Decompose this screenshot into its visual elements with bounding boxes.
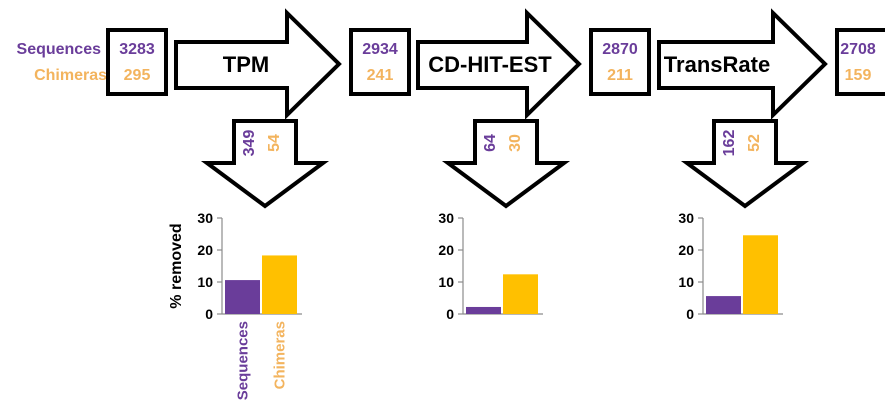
y-tick-label: 30 [678,210,694,226]
y-tick-label: 30 [197,210,213,226]
y-tick-label: 20 [438,242,454,258]
count-chimeras: 159 [845,67,872,84]
count-chimeras: 241 [367,67,394,84]
removed-sequences: 64 [482,134,499,152]
step-arrow-tpm: TPM [174,8,342,120]
removal-arrow-transrate: 162 52 [680,119,810,209]
count-sequences: 2708 [840,41,876,58]
bar-chart-1: 0 10 20 30 [438,210,543,322]
removed-chimeras: 54 [266,134,283,152]
count-sequences: 3283 [119,41,155,58]
removed-chimeras: 30 [507,134,524,152]
bar-chimeras [743,235,778,314]
removal-arrow-tpm: 349 54 [200,119,330,209]
legend-sequences-label: Sequences [17,41,102,58]
bar-chimeras [262,255,297,314]
removed-sequences: 162 [721,130,738,157]
bar-sequences [706,296,741,314]
count-box-1: 2934 241 [349,28,411,96]
step-arrow-transrate: TransRate [657,8,828,120]
step-label: CD-HIT-EST [428,52,552,77]
step-label: TransRate [664,52,770,77]
step-arrow-cd-hit-est: CD-HIT-EST [416,8,582,120]
removed-chimeras: 52 [746,134,763,152]
y-tick-label: 20 [678,242,694,258]
y-tick-label: 0 [446,306,454,322]
count-box-3: 2708 159 [835,28,885,96]
y-tick-label: 10 [678,274,694,290]
count-box-0: 3283 295 [106,28,168,96]
step-label: TPM [223,52,269,77]
y-tick-label: 10 [197,274,213,290]
count-chimeras: 211 [607,67,633,84]
count-chimeras: 295 [124,67,151,84]
y-tick-label: 0 [205,306,213,322]
bar-chart-0: 0 10 20 30 % removed Sequences Chimeras [168,210,302,400]
y-tick-label: 20 [197,242,213,258]
category-label-chimeras: Chimeras [272,321,289,389]
bar-sequences [466,306,501,314]
y-tick-label: 30 [438,210,454,226]
removed-sequences: 349 [241,130,258,157]
legend-chimeras-label: Chimeras [34,67,107,84]
category-label-sequences: Sequences [235,321,252,400]
bar-chimeras [503,274,538,314]
y-tick-label: 0 [686,306,694,322]
removal-charts: 0 10 20 30 % removed Sequences Chimeras 0 10 20 30… [168,210,783,400]
removal-arrow-cd-hit-est: 64 30 [441,119,571,209]
bar-chart-2: 0 10 20 30 [678,210,783,322]
y-axis-label: % removed [168,223,185,308]
count-sequences: 2934 [362,41,398,58]
y-tick-label: 10 [438,274,454,290]
count-sequences: 2870 [602,41,638,58]
bar-sequences [225,280,260,314]
count-box-2: 2870 211 [589,28,651,96]
